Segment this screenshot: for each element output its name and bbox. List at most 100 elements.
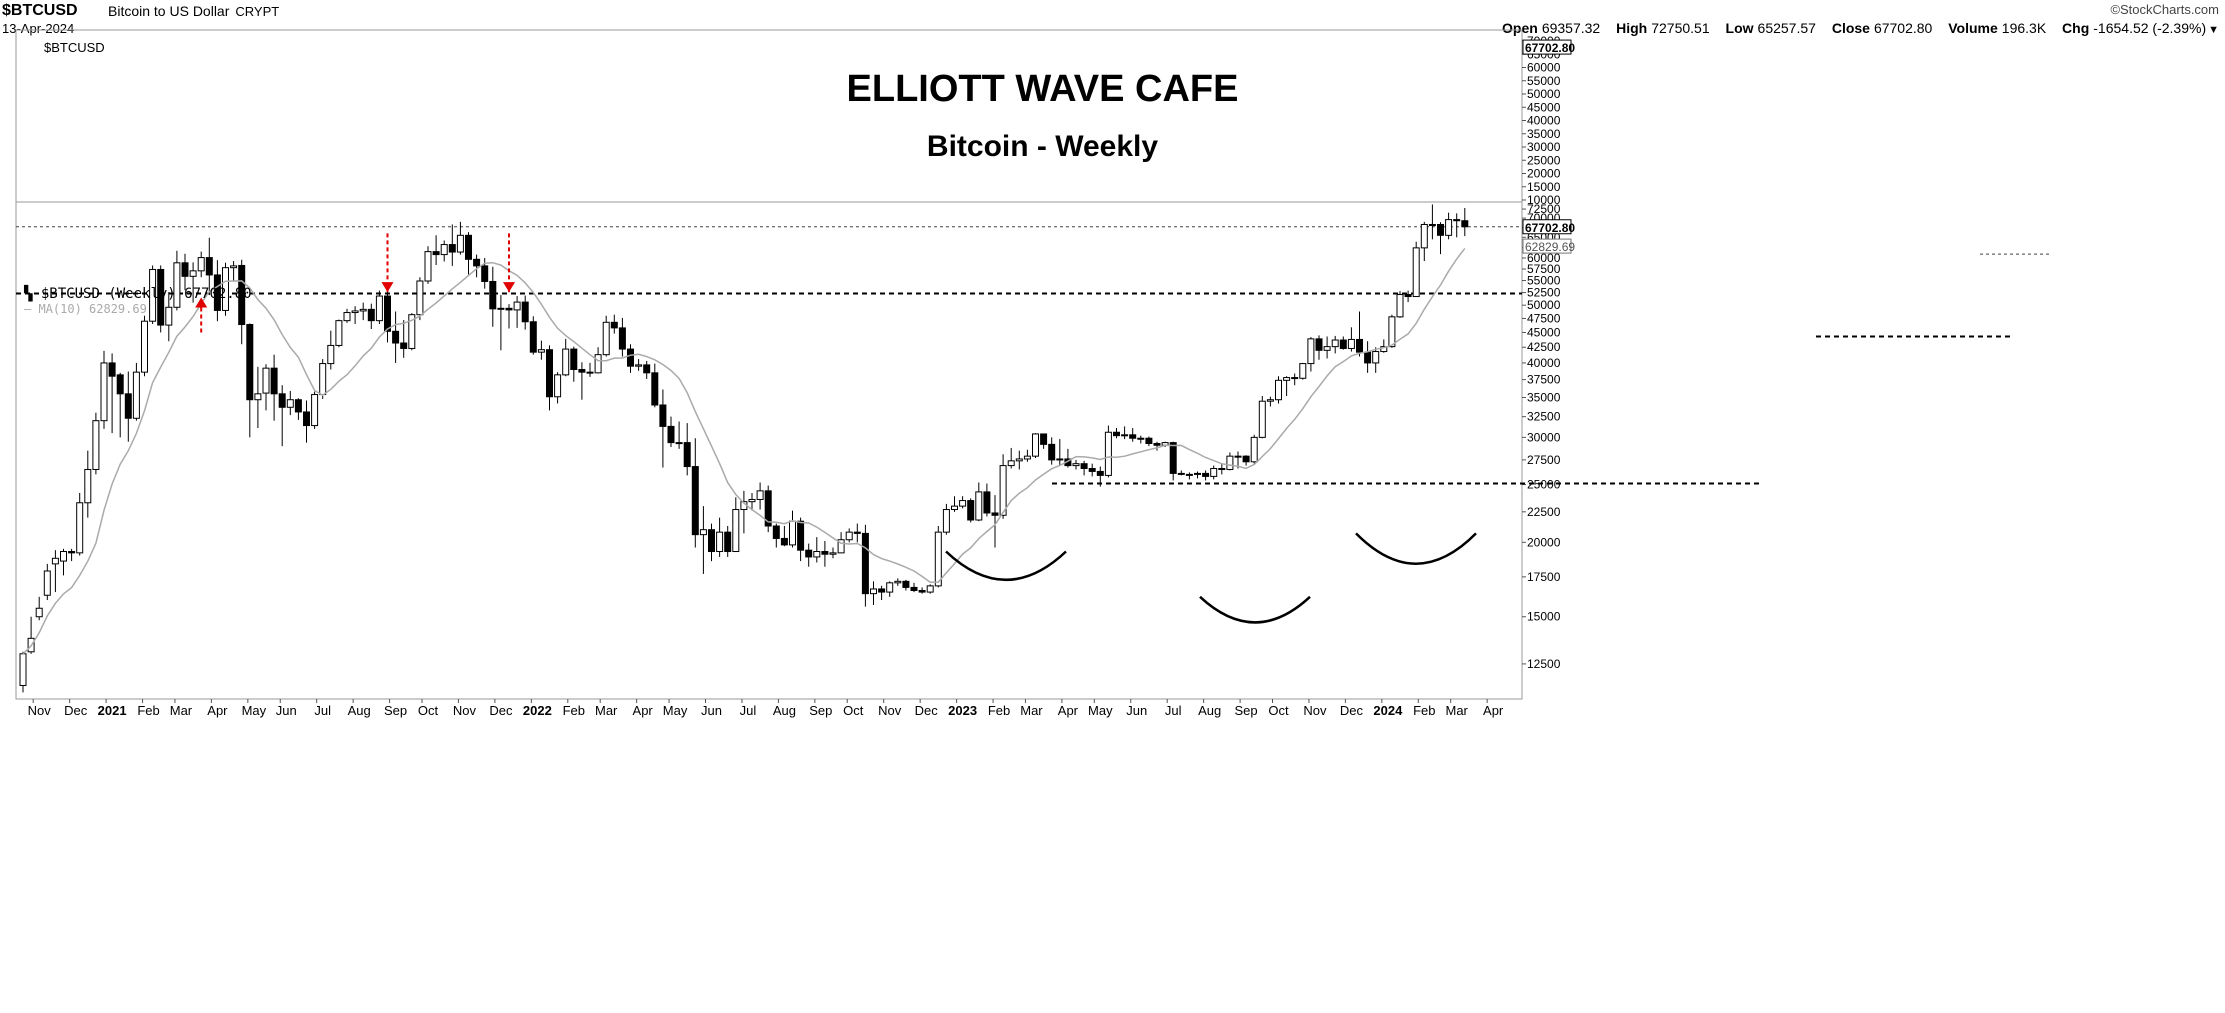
candle-body — [149, 268, 157, 322]
candle-body — [918, 590, 926, 593]
candle-body — [1388, 316, 1396, 348]
candle-body — [254, 393, 262, 401]
candle-body — [1145, 437, 1153, 444]
candle-body — [870, 588, 877, 595]
candle-body — [586, 371, 594, 374]
open-label: Open — [1502, 20, 1538, 36]
red-arrow-up-icon — [195, 297, 208, 308]
last-value-box — [1522, 219, 1572, 235]
candle-body — [124, 393, 132, 419]
candle-body — [100, 362, 108, 422]
candle-body — [1331, 339, 1339, 348]
candle-body — [578, 368, 586, 373]
y-axis-tick-label: 47500 — [1527, 311, 1561, 325]
candle-body — [691, 466, 699, 536]
candle-body — [1137, 437, 1145, 440]
candle-body — [724, 531, 732, 553]
y-axis-tick-label: 37500 — [1527, 373, 1561, 387]
candle-body — [1072, 463, 1080, 467]
candle-body — [594, 354, 602, 374]
candle-body — [1096, 470, 1104, 476]
candle-body — [1396, 294, 1404, 318]
candle-body — [951, 505, 958, 511]
y-axis-tick-label: 25000 — [1527, 478, 1561, 492]
x-axis-tick-label: Feb — [563, 703, 585, 718]
candle-body — [829, 552, 837, 555]
candle-body — [141, 320, 148, 373]
change-label: Chg — [2062, 20, 2090, 36]
candle-body — [1412, 247, 1420, 298]
x-axis-tick-label: 2024 — [1373, 703, 1403, 718]
top-axis-tick-label: 45000 — [1527, 100, 1561, 114]
candle-body — [716, 531, 724, 553]
x-axis-tick-label: Aug — [348, 703, 371, 718]
y-axis-tick-label: 22500 — [1527, 505, 1561, 519]
candle-body — [554, 374, 562, 398]
y-axis-tick-label: 20000 — [1527, 535, 1561, 549]
candle-body — [513, 301, 521, 311]
x-axis-tick-label: Nov — [878, 703, 902, 718]
x-axis-tick-label: May — [1088, 703, 1113, 718]
candle-body — [878, 588, 886, 593]
candle-body — [465, 234, 472, 260]
candle-body — [392, 330, 400, 344]
candle-body — [359, 308, 367, 312]
candle-body — [1218, 468, 1226, 471]
top-axis-tick-label: 10000 — [1527, 193, 1561, 207]
candle-body — [76, 502, 84, 554]
candle-body — [1299, 363, 1307, 379]
candle-body — [959, 500, 967, 507]
close-value: 67702.80 — [1873, 20, 1933, 36]
candle-body — [1080, 463, 1088, 470]
candle-body — [999, 465, 1007, 516]
candle-body — [1153, 442, 1161, 446]
candle-body — [618, 327, 626, 350]
candle-body — [400, 342, 408, 349]
candle-body — [1307, 338, 1315, 365]
candle-body — [222, 267, 229, 311]
candle-body — [805, 549, 813, 558]
candle-body — [1194, 472, 1201, 475]
candle-body — [627, 348, 634, 367]
x-axis-tick-label: Oct — [418, 703, 439, 718]
candle-body — [440, 244, 448, 256]
candle-body — [1291, 377, 1299, 380]
y-axis-tick-label: 57500 — [1527, 262, 1561, 276]
x-axis-tick-label: Dec — [489, 703, 513, 718]
candle-body — [821, 551, 829, 555]
candle-body — [189, 270, 197, 277]
top-axis-tick-label: 25000 — [1527, 153, 1561, 167]
candle-body — [1129, 434, 1137, 439]
candle-body — [991, 512, 999, 516]
candles-group — [19, 204, 1469, 693]
change-value: -1654.52 (-2.39%) — [2093, 20, 2207, 36]
candle-body — [270, 367, 278, 395]
y-axis-tick-label: 27500 — [1527, 453, 1561, 467]
chevron-down-icon[interactable]: ▼ — [2208, 24, 2219, 36]
candle-body — [335, 320, 343, 346]
top-axis-tick-label: 35000 — [1527, 127, 1561, 141]
price-series-text: $BTCUSD (Weekly) 67702.80 — [40, 286, 252, 302]
moving-average-line — [22, 247, 1466, 655]
chart-header: $BTCUSD Bitcoin to US Dollar CRYPT 13-Apr… — [0, 0, 2225, 40]
candle-body — [351, 310, 359, 314]
y-axis-tick-label: 50000 — [1527, 298, 1561, 312]
ma-value-box — [1522, 238, 1572, 254]
candle-body — [780, 537, 788, 546]
x-axis-tick-label: Mar — [595, 703, 618, 718]
y-axis-tick-label: 42500 — [1527, 340, 1561, 354]
candle-body — [367, 308, 375, 322]
chart-title: ELLIOTT WAVE CAFE — [846, 68, 1239, 110]
y-axis-tick-label: 55000 — [1527, 274, 1561, 288]
x-axis-tick-label: Jun — [1126, 703, 1147, 718]
top-panel-label: $BTCUSD — [44, 40, 105, 55]
candle-body — [926, 585, 934, 593]
volume-label: Volume — [1948, 20, 1998, 36]
candle-body — [35, 607, 43, 618]
candle-body — [173, 262, 181, 308]
x-axis-tick-label: 2023 — [948, 703, 977, 718]
candle-body — [675, 442, 683, 445]
ma-series-label: — MA(10) 62829.69 — [24, 302, 147, 316]
x-axis-tick-label: Dec — [1340, 703, 1364, 718]
